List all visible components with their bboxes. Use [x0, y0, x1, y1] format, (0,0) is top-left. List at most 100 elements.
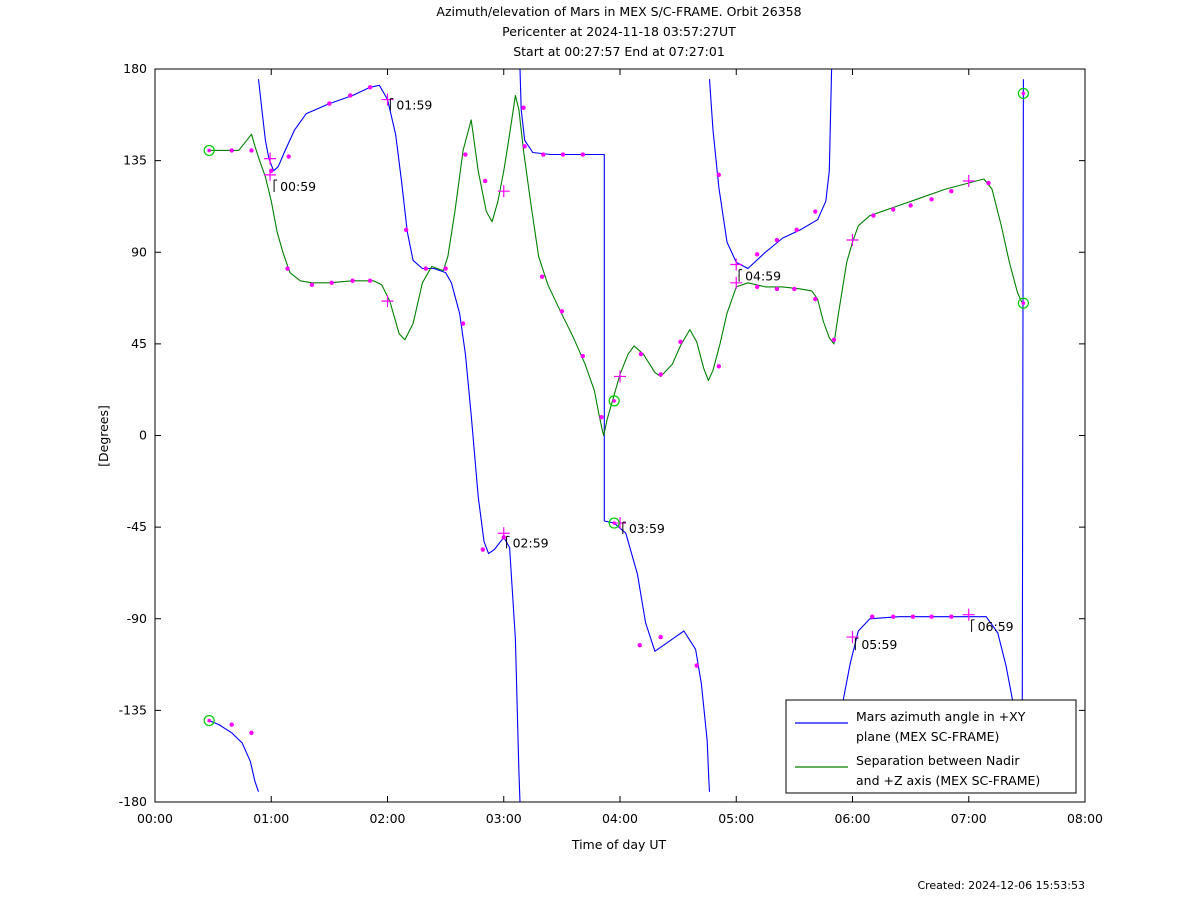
x-tick-label: 06:00: [834, 811, 870, 826]
series-layer: [208, 68, 1024, 803]
data-point-marker: [286, 154, 291, 159]
data-point-marker: [229, 148, 234, 153]
annotation-layer: 00:59 01:59 02:59 03:59 04:59 05:59 06:59: [273, 98, 1014, 652]
y-tick-label: 180: [123, 61, 147, 76]
data-point-marker: [463, 152, 468, 157]
data-point-marker: [694, 663, 699, 668]
data-point-marker: [774, 286, 780, 292]
x-tick-label: 04:00: [602, 811, 638, 826]
endpoint-circle-marker: [203, 144, 215, 157]
data-point-marker: [403, 227, 409, 233]
data-point-marker: [638, 351, 644, 357]
data-point-marker: [521, 105, 526, 110]
data-point-marker: [754, 284, 760, 290]
hour-plus-marker: [264, 152, 277, 165]
endpoint-dot-marker: [207, 148, 211, 153]
legend-label-azimuth-line-1: Mars azimuth angle in +XY: [856, 709, 1026, 724]
x-tick-label: 08:00: [1067, 811, 1103, 826]
y-axis-label: [Degrees]: [96, 405, 111, 467]
data-point-marker: [229, 722, 234, 727]
endpoint-dot-marker: [207, 718, 211, 723]
data-point-marker: [580, 152, 585, 157]
y-tick-label: 45: [131, 336, 147, 351]
x-tick-label: 00:00: [137, 811, 173, 826]
x-axis-label: Time of day UT: [571, 837, 667, 852]
endpoint-dot-marker: [1021, 301, 1026, 305]
series-line-azimuth: [832, 79, 1024, 792]
created-timestamp: Created: 2024-12-06 15:53:53: [917, 879, 1085, 892]
x-tick-label: 02:00: [369, 811, 405, 826]
data-point-marker: [423, 266, 429, 271]
data-point-marker: [813, 209, 818, 214]
data-point-marker: [309, 282, 315, 288]
data-point-marker: [870, 614, 875, 619]
data-point-marker: [831, 337, 837, 343]
data-point-marker: [890, 614, 896, 619]
y-tick-label: 135: [123, 153, 147, 168]
hour-plus-marker: [730, 276, 743, 289]
legend-label-separation-line-1: Separation between Nadir: [856, 753, 1020, 768]
hour-plus-marker: [264, 168, 277, 181]
annotation-label: 00:59: [280, 179, 316, 194]
hour-plus-marker: [614, 517, 626, 530]
annotation-label: 06:59: [978, 619, 1014, 634]
data-point-marker: [541, 152, 546, 157]
series-line-azimuth: [519, 68, 711, 792]
data-point-marker: [949, 614, 954, 619]
data-point-marker: [249, 148, 254, 153]
marker-layer: [203, 85, 1029, 735]
data-point-marker: [443, 266, 448, 271]
data-point-marker: [813, 296, 818, 302]
legend-label-separation-line-2: and +Z axis (MEX SC-FRAME): [856, 773, 1040, 788]
endpoint-circle-marker: [608, 395, 620, 407]
hour-plus-marker: [846, 631, 859, 644]
hour-plus-marker: [381, 295, 394, 308]
data-point-marker: [986, 180, 991, 186]
endpoint-circle-marker: [1017, 297, 1029, 309]
y-tick-label: -90: [127, 611, 147, 626]
data-point-marker: [871, 213, 876, 218]
y-tick-label: -180: [119, 794, 147, 809]
data-point-marker: [774, 237, 780, 243]
annotation-label: 04:59: [745, 269, 781, 284]
data-point-marker: [480, 547, 486, 552]
data-point-marker: [910, 614, 916, 619]
data-point-marker: [658, 372, 663, 377]
data-point-marker: [754, 252, 760, 257]
hour-plus-marker: [730, 258, 743, 271]
data-point-marker: [348, 93, 353, 98]
data-point-marker: [285, 266, 290, 271]
data-point-marker: [329, 280, 334, 285]
x-tick-label: 05:00: [718, 811, 754, 826]
data-point-marker: [949, 188, 954, 194]
endpoint-dot-marker: [612, 399, 616, 403]
endpoint-circle-marker: [1017, 87, 1029, 100]
data-point-marker: [716, 172, 722, 178]
legend-box: [785, 699, 1077, 794]
data-point-marker: [539, 274, 545, 279]
chart-title: Azimuth/elevation of Mars in MEX S/C-FRA…: [436, 4, 801, 59]
legend-label-azimuth-line-2: plane (MEX SC-FRAME): [856, 729, 999, 744]
endpoint-circle-marker: [608, 517, 620, 529]
x-axis: 00:00 01:00 02:00 03:00 04:00 05:00 06:00 07:00…: [137, 69, 1103, 826]
data-point-marker: [482, 178, 488, 184]
y-tick-label: 0: [139, 428, 147, 443]
endpoint-dot-marker: [612, 521, 616, 525]
data-point-marker: [327, 101, 332, 106]
data-point-marker: [580, 353, 585, 359]
hour-plus-marker: [846, 234, 859, 247]
data-point-marker: [678, 339, 683, 345]
hour-plus-marker: [614, 370, 626, 383]
hour-plus-marker: [497, 185, 510, 198]
x-tick-label: 01:00: [253, 811, 289, 826]
endpoint-dot-marker: [1021, 91, 1026, 96]
series-line-separation: [209, 94, 1023, 437]
hour-plus-marker: [381, 93, 394, 106]
title-line-3: Start at 00:27:57 End at 07:27:01: [513, 44, 725, 59]
data-point-marker: [792, 286, 797, 292]
annotation-label: 02:59: [513, 535, 549, 550]
data-point-marker: [929, 614, 934, 619]
data-point-marker: [460, 321, 466, 326]
data-point-marker: [367, 278, 373, 283]
